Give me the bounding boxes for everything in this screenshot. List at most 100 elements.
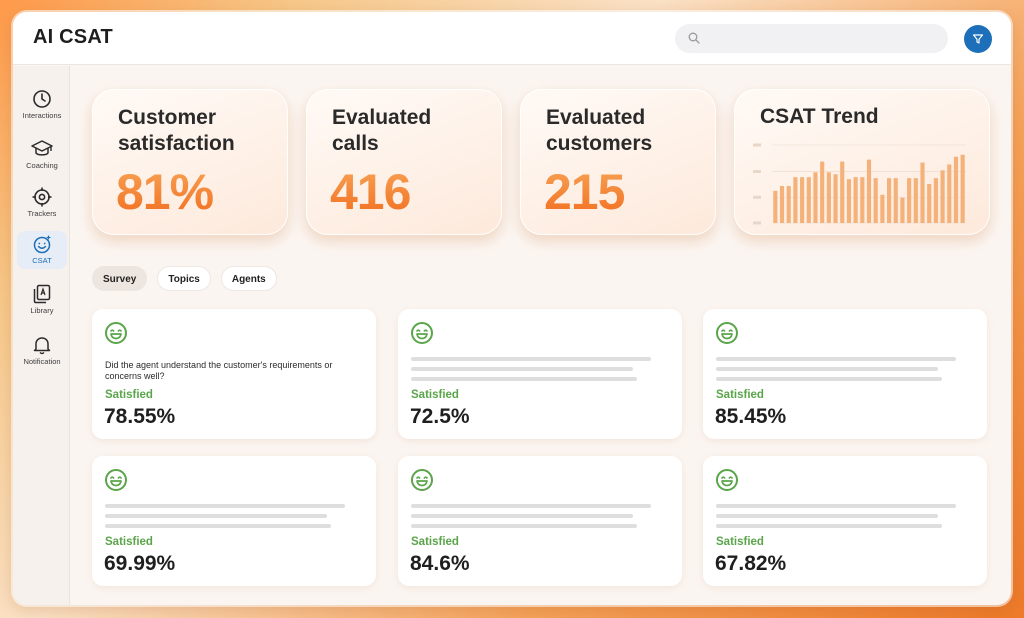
kpi-card-evaluated-customers: Evaluated customers 215 [520, 89, 716, 235]
search-bar[interactable] [675, 24, 948, 53]
top-bar: AI CSAT [13, 12, 1011, 65]
survey-card[interactable]: Satisfied 85.45% [703, 309, 987, 439]
kpi-value: 81% [116, 164, 214, 220]
trend-bar [873, 178, 878, 223]
tab-topics[interactable]: Topics [157, 266, 211, 291]
survey-question: Did the agent understand the customer's … [105, 360, 333, 381]
trend-bar [800, 177, 805, 223]
satisfaction-percentage: 78.55% [104, 405, 176, 428]
tab-agents[interactable]: Agents [220, 266, 277, 291]
trend-bar [920, 162, 925, 223]
sidebar-item-library[interactable]: Library [17, 281, 67, 319]
trend-bar [846, 179, 852, 224]
smile-icon [411, 469, 433, 491]
placeholder-line [411, 357, 651, 361]
status-label: Satisfied [411, 536, 459, 548]
trend-bar [907, 178, 912, 223]
bell-icon [33, 337, 51, 355]
smile-icon [411, 322, 433, 344]
placeholder-line [105, 524, 331, 528]
placeholder-line [716, 367, 938, 371]
smile-sparkle-icon [33, 235, 51, 254]
trend-bar [773, 190, 778, 223]
tab-survey[interactable]: Survey [92, 266, 148, 291]
satisfaction-percentage: 85.45% [715, 405, 787, 428]
sidebar: Interactions Coaching Trackers [13, 66, 70, 605]
smile-icon [105, 469, 127, 491]
sidebar-item-notification[interactable]: Notification [17, 332, 67, 370]
sidebar-item-label: Coaching [26, 161, 58, 170]
trend-bar [840, 161, 845, 223]
library-icon [33, 284, 51, 304]
clock-icon [33, 90, 51, 108]
trend-bar [779, 185, 785, 223]
trend-bar [960, 154, 965, 223]
sidebar-item-label: Interactions [22, 111, 62, 120]
kpi-card-csat-trend: CSAT Trend [734, 89, 990, 235]
smile-icon [716, 322, 738, 344]
sidebar-item-label: Trackers [27, 209, 57, 218]
sidebar-item-interactions[interactable]: Interactions [17, 86, 67, 124]
kpi-title: Evaluated calls [332, 106, 432, 155]
sidebar-item-coaching[interactable]: Coaching [17, 136, 67, 174]
placeholder-line [105, 504, 345, 508]
smile-icon [716, 469, 738, 491]
tick-label [753, 170, 761, 174]
trend-bar [933, 178, 938, 223]
survey-card[interactable]: Satisfied 72.5% [398, 309, 682, 439]
app-title: AI CSAT [33, 26, 113, 48]
placeholder-line [716, 357, 956, 361]
survey-card[interactable]: Satisfied 67.82% [703, 456, 987, 586]
filter-icon [972, 34, 984, 44]
trend-title: CSAT Trend [760, 105, 879, 128]
trend-bar [833, 174, 838, 223]
trend-bar [860, 177, 865, 223]
filter-button[interactable] [964, 25, 992, 53]
placeholder-line [411, 377, 637, 381]
trend-bar [806, 177, 811, 223]
trend-bar [913, 178, 918, 223]
sidebar-item-csat[interactable]: CSAT [17, 231, 67, 269]
kpi-value: 416 [330, 164, 411, 220]
status-label: Satisfied [716, 536, 764, 548]
trend-bar [940, 170, 945, 223]
placeholder-line [411, 367, 633, 371]
survey-card[interactable]: Did the agent understand the customer's … [92, 309, 376, 439]
satisfaction-percentage: 84.6% [410, 552, 470, 575]
placeholder-line [716, 514, 938, 518]
placeholder-line [411, 524, 637, 528]
trend-bar [900, 197, 905, 223]
trend-bar [786, 185, 791, 223]
app-window: AI CSAT Interactions [13, 12, 1011, 605]
placeholder-line [716, 524, 942, 528]
satisfaction-percentage: 67.82% [715, 552, 787, 575]
survey-card[interactable]: Satisfied 84.6% [398, 456, 682, 586]
kpi-title: Evaluated customers [546, 106, 653, 155]
kpi-value: 215 [544, 164, 625, 220]
trend-bar [887, 178, 892, 223]
view-tabs: Survey Topics Agents [92, 266, 277, 291]
trend-bar [927, 184, 932, 223]
trend-bar [813, 172, 818, 223]
placeholder-line [411, 504, 651, 508]
tick-label [753, 143, 761, 147]
placeholder-line [716, 504, 956, 508]
sidebar-item-trackers[interactable]: Trackers [17, 184, 67, 222]
trend-bar [880, 194, 885, 223]
search-icon [688, 32, 700, 44]
search-input[interactable] [707, 29, 937, 48]
trend-bar [793, 177, 798, 223]
kpi-card-evaluated-calls: Evaluated calls 416 [306, 89, 502, 235]
satisfaction-percentage: 69.99% [104, 552, 176, 575]
trend-bar [866, 159, 872, 224]
trend-bar [953, 156, 959, 223]
survey-card[interactable]: Satisfied 69.99% [92, 456, 376, 586]
placeholder-line [716, 377, 942, 381]
status-label: Satisfied [411, 389, 459, 401]
status-label: Satisfied [716, 389, 764, 401]
kpi-title: Customer satisfaction [118, 106, 235, 155]
placeholder-line [105, 514, 327, 518]
graduation-cap-icon [31, 140, 53, 156]
status-label: Satisfied [105, 389, 153, 401]
kpi-card-customer-satisfaction: Customer satisfaction 81% [92, 89, 288, 235]
